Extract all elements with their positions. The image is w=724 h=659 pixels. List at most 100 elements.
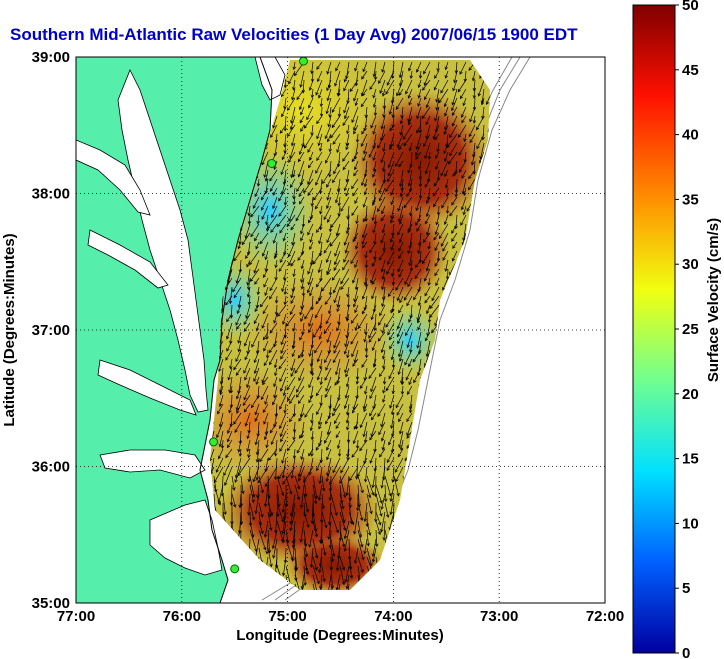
- velocity-arrow: [225, 295, 233, 306]
- velocity-arrow: [434, 106, 440, 122]
- velocity-arrow: [247, 466, 251, 483]
- velocity-arrow: [262, 376, 269, 386]
- velocity-arrow: [314, 304, 323, 319]
- velocity-arrow: [319, 268, 323, 282]
- velocity-arrow: [240, 475, 245, 495]
- velocity-arrow: [463, 133, 467, 143]
- velocity-arrow: [351, 106, 359, 123]
- velocity-arrow: [381, 205, 386, 215]
- velocity-arrow: [397, 259, 404, 273]
- velocity-arrow: [281, 151, 287, 161]
- velocity-arrow: [281, 511, 287, 535]
- velocity-arrow: [382, 520, 386, 541]
- velocity-arrow: [334, 376, 341, 386]
- velocity-arrow: [285, 313, 296, 327]
- velocity-arrow: [226, 421, 233, 434]
- velocity-arrow: [291, 88, 296, 101]
- velocity-arrow: [251, 394, 260, 409]
- velocity-arrow: [359, 376, 368, 390]
- velocity-arrow: [262, 268, 269, 279]
- velocity-arrow: [434, 268, 440, 277]
- velocity-arrow: [350, 331, 359, 345]
- velocity-arrow: [296, 376, 305, 393]
- velocity-arrow: [310, 430, 315, 441]
- velocity-arrow: [281, 88, 287, 98]
- velocity-arrow: [315, 160, 323, 174]
- velocity-arrow: [233, 250, 242, 262]
- colorbar-tick-label: 0: [682, 645, 690, 659]
- velocity-arrow: [303, 565, 307, 586]
- velocity-arrow: [283, 142, 287, 154]
- velocity-arrow: [431, 286, 440, 302]
- velocity-arrow: [325, 250, 332, 263]
- velocity-arrow: [330, 538, 336, 558]
- velocity-arrow: [255, 376, 260, 385]
- colorbar-tick-label: 40: [682, 127, 699, 144]
- velocity-arrow: [382, 241, 386, 252]
- velocity-arrow: [441, 196, 449, 209]
- velocity-arrow: [373, 214, 378, 225]
- velocity-arrow: [363, 538, 368, 555]
- velocity-arrow: [318, 331, 323, 340]
- velocity-arrow: [265, 349, 270, 359]
- velocity-arrow: [281, 520, 287, 544]
- velocity-arrow: [273, 376, 278, 388]
- velocity-arrow: [362, 214, 368, 223]
- velocity-arrow: [380, 511, 386, 533]
- velocity-arrow: [377, 403, 386, 417]
- velocity-arrow: [256, 286, 261, 296]
- velocity-arrow: [368, 322, 377, 339]
- velocity-arrow: [369, 79, 377, 90]
- velocity-arrow: [326, 232, 332, 244]
- velocity-arrow: [258, 502, 264, 518]
- velocity-arrow: [417, 97, 422, 107]
- velocity-arrow: [283, 196, 288, 206]
- velocity-arrow: [259, 232, 269, 245]
- velocity-arrow: [362, 196, 368, 208]
- velocity-arrow: [261, 367, 269, 384]
- velocity-arrow: [380, 430, 386, 442]
- velocity-arrow: [345, 583, 350, 590]
- velocity-arrow: [427, 313, 432, 324]
- velocity-arrow: [345, 133, 350, 147]
- velocity-arrow: [387, 151, 395, 169]
- velocity-arrow: [279, 367, 287, 383]
- velocity-arrow: [326, 61, 332, 75]
- velocity-arrow: [265, 439, 269, 449]
- velocity-arrow: [406, 295, 413, 307]
- velocity-arrow: [380, 259, 386, 273]
- velocity-arrow: [294, 475, 301, 490]
- velocity-arrow: [247, 214, 252, 225]
- velocity-arrow: [378, 448, 386, 458]
- velocity-arrow: [357, 457, 368, 478]
- velocity-arrow: [333, 160, 341, 175]
- velocity-arrow: [283, 286, 288, 296]
- velocity-arrow: [254, 412, 260, 422]
- velocity-arrow: [228, 376, 233, 394]
- velocity-arrow: [399, 115, 404, 125]
- velocity-arrow: [417, 322, 422, 331]
- velocity-arrow: [343, 97, 350, 114]
- velocity-arrow: [296, 178, 305, 193]
- velocity-arrow: [253, 349, 260, 364]
- velocity-arrow: [246, 241, 251, 256]
- velocity-arrow: [382, 106, 386, 118]
- velocity-arrow: [337, 88, 341, 97]
- velocity-arrow: [291, 232, 296, 246]
- velocity-arrow: [217, 484, 224, 504]
- velocity-arrow: [351, 205, 359, 217]
- velocity-arrow: [330, 547, 335, 563]
- velocity-arrow: [343, 340, 350, 355]
- velocity-arrow: [366, 529, 371, 547]
- velocity-arrow: [245, 304, 251, 319]
- velocity-arrow: [399, 295, 404, 304]
- velocity-arrow: [388, 97, 395, 115]
- velocity-arrow: [244, 349, 251, 361]
- velocity-arrow: [326, 88, 332, 102]
- velocity-arrow: [236, 403, 242, 414]
- velocity-arrow: [267, 547, 273, 568]
- velocity-arrow: [361, 124, 368, 135]
- colorbar-gradient: [632, 4, 676, 654]
- velocity-arrow: [276, 475, 285, 497]
- velocity-arrow: [225, 349, 233, 361]
